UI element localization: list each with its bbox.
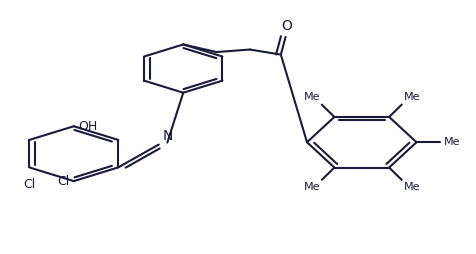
- Text: Cl: Cl: [57, 174, 69, 188]
- Text: N: N: [163, 129, 173, 143]
- Text: Cl: Cl: [23, 178, 35, 190]
- Text: Me: Me: [404, 182, 420, 192]
- Text: Me: Me: [444, 137, 460, 147]
- Text: Me: Me: [404, 92, 420, 102]
- Text: O: O: [282, 19, 292, 33]
- Text: Me: Me: [303, 92, 320, 102]
- Text: OH: OH: [79, 120, 98, 133]
- Text: Me: Me: [303, 182, 320, 192]
